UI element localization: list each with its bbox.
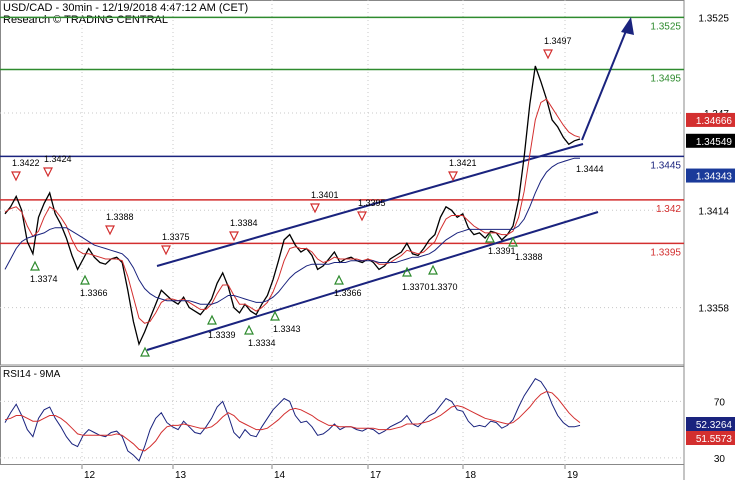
swing-high-label: 1.3422 [12, 158, 40, 168]
swing-low-marker [402, 266, 412, 277]
swing-low-marker [80, 274, 90, 285]
price-axis-tick: 1.3358 [698, 304, 729, 315]
swing-low-label: 1.3366 [334, 288, 362, 298]
target-arrow-head [621, 17, 634, 35]
swing-low-marker [485, 232, 495, 243]
swing-high-label: 1.3388 [106, 212, 134, 222]
swing-high-label: 1.3384 [230, 218, 258, 228]
swing-high-marker [43, 167, 53, 178]
swing-high-label: 1.3375 [162, 232, 190, 242]
swing-low-label: 1.3343 [273, 324, 301, 334]
rsi-ma-line [4, 390, 581, 452]
swing-low-label: 1.3370 [430, 282, 458, 292]
rsi-axis-tick: 70 [714, 397, 726, 408]
channel-upper-line [156, 143, 584, 267]
x-axis-tick-label: 17 [370, 470, 382, 480]
x-axis-tick-label: 19 [567, 470, 579, 480]
swing-high-marker [229, 231, 239, 242]
level-label: 1.342 [656, 204, 681, 215]
rsi-value-tag-label: 52.3264 [696, 420, 733, 431]
level-label: 1.3445 [650, 160, 681, 171]
x-axis-tick-label: 12 [84, 470, 96, 480]
swing-low-marker [334, 274, 344, 285]
x-axis-tick-label: 13 [175, 470, 187, 480]
swing-high-label: 1.3424 [44, 154, 72, 164]
swing-low-marker [244, 324, 254, 335]
rsi-value-tag-box [686, 431, 735, 445]
price-line [4, 65, 581, 347]
swing-low-label: 1.3370 [402, 282, 430, 292]
price-axis-tick: 1.3525 [698, 13, 729, 24]
swing-high-marker [543, 49, 553, 60]
level-label: 1.3395 [650, 247, 681, 258]
price-tag-label: 1.34343 [696, 172, 733, 183]
swing-high-marker [357, 211, 367, 222]
swing-low-label: 1.3374 [30, 274, 58, 284]
swing-high-marker [161, 245, 171, 256]
price-ma-slow-line [4, 157, 580, 305]
level-label: 1.3525 [650, 21, 681, 32]
rsi-axis-tick: 30 [714, 454, 726, 465]
price-panel-frame [0, 0, 685, 366]
rsi-panel-frame [0, 366, 685, 465]
swing-high-marker [105, 225, 115, 236]
x-axis-tick-label: 14 [274, 470, 286, 480]
swing-low-label: 1.3391 [488, 246, 516, 256]
swing-high-label: 1.3497 [544, 36, 572, 46]
swing-low-label: 1.3388 [515, 252, 543, 262]
price-tag-box [686, 168, 735, 183]
swing-high-label: 1.3401 [311, 190, 339, 200]
swing-high-marker [310, 203, 320, 214]
swing-low-label: 1.3366 [80, 288, 108, 298]
swing-high-marker [11, 171, 21, 182]
price-axis-tick: 1.3414 [698, 206, 729, 217]
rsi-panel-title: RSI14 - 9MA [3, 369, 61, 380]
level-label: 1.3495 [650, 74, 681, 85]
swing-low-marker [508, 236, 518, 247]
price-tag-label: 1.34666 [696, 116, 733, 127]
price-tag-box [686, 133, 735, 148]
rsi-line [4, 378, 581, 462]
price-tag-label: 1.34549 [696, 137, 733, 148]
swing-low-marker [207, 314, 217, 325]
swing-low-marker [270, 310, 280, 321]
chart-title: USD/CAD - 30min - 12/19/2018 4:47:12 AM … [3, 2, 249, 14]
swing-low-label: 1.3339 [208, 330, 236, 340]
swing-high-marker [448, 171, 458, 182]
channel-lower-line [146, 211, 599, 351]
swing-high-label: 1.3421 [449, 158, 477, 168]
swing-low-marker [140, 346, 150, 357]
swing-low-label: 1.3334 [248, 338, 276, 348]
swing-high-label: 1.3395 [358, 198, 386, 208]
channel-annotation-label: 1.3444 [576, 164, 604, 174]
price-ma-fast-line [4, 98, 581, 324]
x-axis-tick-label: 18 [465, 470, 477, 480]
swing-low-marker [30, 260, 40, 271]
price-tag-box [686, 112, 735, 127]
rsi-value-tag-box [686, 417, 735, 431]
swing-low-marker [428, 264, 438, 275]
rsi-value-tag-label: 51.5573 [696, 434, 733, 445]
target-arrow-line [581, 25, 629, 141]
